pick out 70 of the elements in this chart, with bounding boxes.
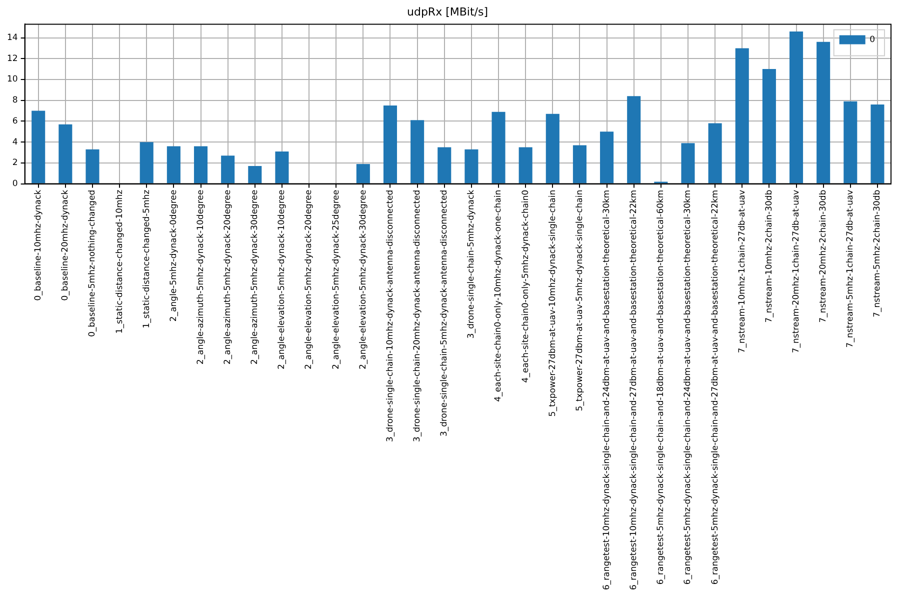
x-tick-label: 0_baseline-20mhz-dynack xyxy=(60,190,71,301)
y-tick-label: 8 xyxy=(12,96,18,106)
x-tick-label: 4_each-site-chain0-only-5mhz-dynack-chain0 xyxy=(520,190,531,383)
x-tick-label: 2_angle-elevation-5mhz-dynack-30degree xyxy=(358,190,368,370)
x-tick-label: 3_drone-single-chain-10mhz-dynack-antenna-disconnected xyxy=(385,190,396,442)
bar xyxy=(600,132,614,184)
x-tick-label: 1_static-distance-changed-5mhz xyxy=(142,189,152,328)
bar xyxy=(681,143,695,184)
x-tick-label: 7_nstream-10mhz-1chain-27db-at-uav xyxy=(737,190,748,354)
bar xyxy=(58,124,72,184)
bar xyxy=(383,106,398,184)
bar xyxy=(844,101,858,184)
x-tick-label: 6_rangetest-10mhz-dynack-single-chain-and-27dbm-at-uav-and-basestation-theoretical-22km xyxy=(629,190,640,590)
y-tick-label: 12 xyxy=(6,54,18,64)
bar xyxy=(627,96,641,184)
bar xyxy=(32,110,46,184)
x-tick-label: 0_baseline-5mhz-nothing-changed xyxy=(88,190,98,337)
bar xyxy=(194,146,208,184)
x-tick-label: 2_angle-elevation-5mhz-dynack-10degree xyxy=(277,190,288,370)
x-tick-label: 5_txpower-27dbm-at-uav-10mhz-dynack-single-chain xyxy=(548,190,558,417)
x-tick-label: 7_nstream-10mhz-2chain-30db xyxy=(764,190,774,323)
x-tick-label: 2_angle-elevation-5mhz-dynack-20degree xyxy=(304,190,314,370)
bar xyxy=(572,145,586,184)
bar xyxy=(140,142,154,184)
x-tick-label: 2_angle-azimuth-5mhz-dynack-30degree xyxy=(250,190,260,364)
x-tick-label: 5_txpower-27dbm-at-uav-5mhz-dynack-single-chain xyxy=(574,190,585,412)
bar xyxy=(870,104,884,184)
bar xyxy=(735,48,749,184)
bar xyxy=(248,166,262,184)
bar xyxy=(762,69,776,184)
bar xyxy=(518,147,532,184)
bar xyxy=(546,114,560,184)
bar xyxy=(166,146,180,184)
x-tick-label: 7_nstream-5mhz-2chain-30db xyxy=(872,190,883,318)
bar xyxy=(275,151,289,184)
x-tick-label: 3_drone-single-chain-5mhz-dynack xyxy=(466,190,477,339)
y-tick-label: 6 xyxy=(12,116,18,126)
x-tick-label: 7_nstream-20mhz-1chain-27db-at-uav xyxy=(791,190,802,354)
y-tick-label: 14 xyxy=(6,32,18,43)
y-tick-label: 4 xyxy=(12,137,18,148)
x-tick-label: 3_drone-single-chain-5mhz-dynack-antenna-disconnected xyxy=(440,190,450,437)
x-tick-label: 6_rangetest-5mhz-dynack-single-chain-and-24dbm-at-uav-and-basestation-theoretical-30km xyxy=(683,190,694,585)
y-tick-label: 0 xyxy=(12,178,18,189)
x-tick-label: 2_angle-5mhz-dynack-0degree xyxy=(168,190,179,322)
x-tick-label: 3_drone-single-chain-20mhz-dynack-antenna-disconnected xyxy=(412,190,423,442)
bar xyxy=(221,156,235,184)
y-tick-label: 2 xyxy=(12,158,18,168)
y-tick-label: 10 xyxy=(6,74,18,85)
bar xyxy=(86,149,100,184)
x-tick-label: 0_baseline-10mhz-dynack xyxy=(34,190,44,301)
x-tick-label: 6_rangetest-5mhz-dynack-single-chain-and-18dbm-at-uav-and-basestation-theoretical-60km xyxy=(656,190,666,585)
bar xyxy=(816,42,830,184)
bar xyxy=(410,120,424,184)
x-tick-label: 2_angle-azimuth-5mhz-dynack-10degree xyxy=(196,190,206,364)
legend-label: 0 xyxy=(870,34,876,45)
bar xyxy=(789,32,804,184)
x-tick-label: 2_angle-elevation-5mhz-dynack-25degree xyxy=(331,190,342,370)
bar xyxy=(492,112,506,184)
x-tick-label: 2_angle-azimuth-5mhz-dynack-20degree xyxy=(223,190,234,364)
bar xyxy=(464,149,478,184)
x-tick-label: 7_nstream-20mhz-2chain-30db xyxy=(818,190,829,323)
x-tick-label: 1_static-distance-changed-10mhz xyxy=(114,189,125,334)
bar xyxy=(356,164,370,184)
chart-title: udpRx [MBit/s] xyxy=(406,5,488,18)
x-tick-label: 6_rangetest-5mhz-dynack-single-chain-and-27dbm-at-uav-and-basestation-theoretical-22km xyxy=(710,190,720,585)
bar xyxy=(708,123,722,184)
x-tick-label: 6_rangetest-10mhz-dynack-single-chain-and-24dbm-at-uav-and-basestation-theoretical-30km xyxy=(602,190,612,590)
x-tick-label: 4_each-site-chain0-only-10mhz-dynack-one-chain xyxy=(494,190,504,402)
bar xyxy=(438,147,452,184)
x-tick-label: 7_nstream-5mhz-1chain-27db-at-uav xyxy=(846,190,856,348)
